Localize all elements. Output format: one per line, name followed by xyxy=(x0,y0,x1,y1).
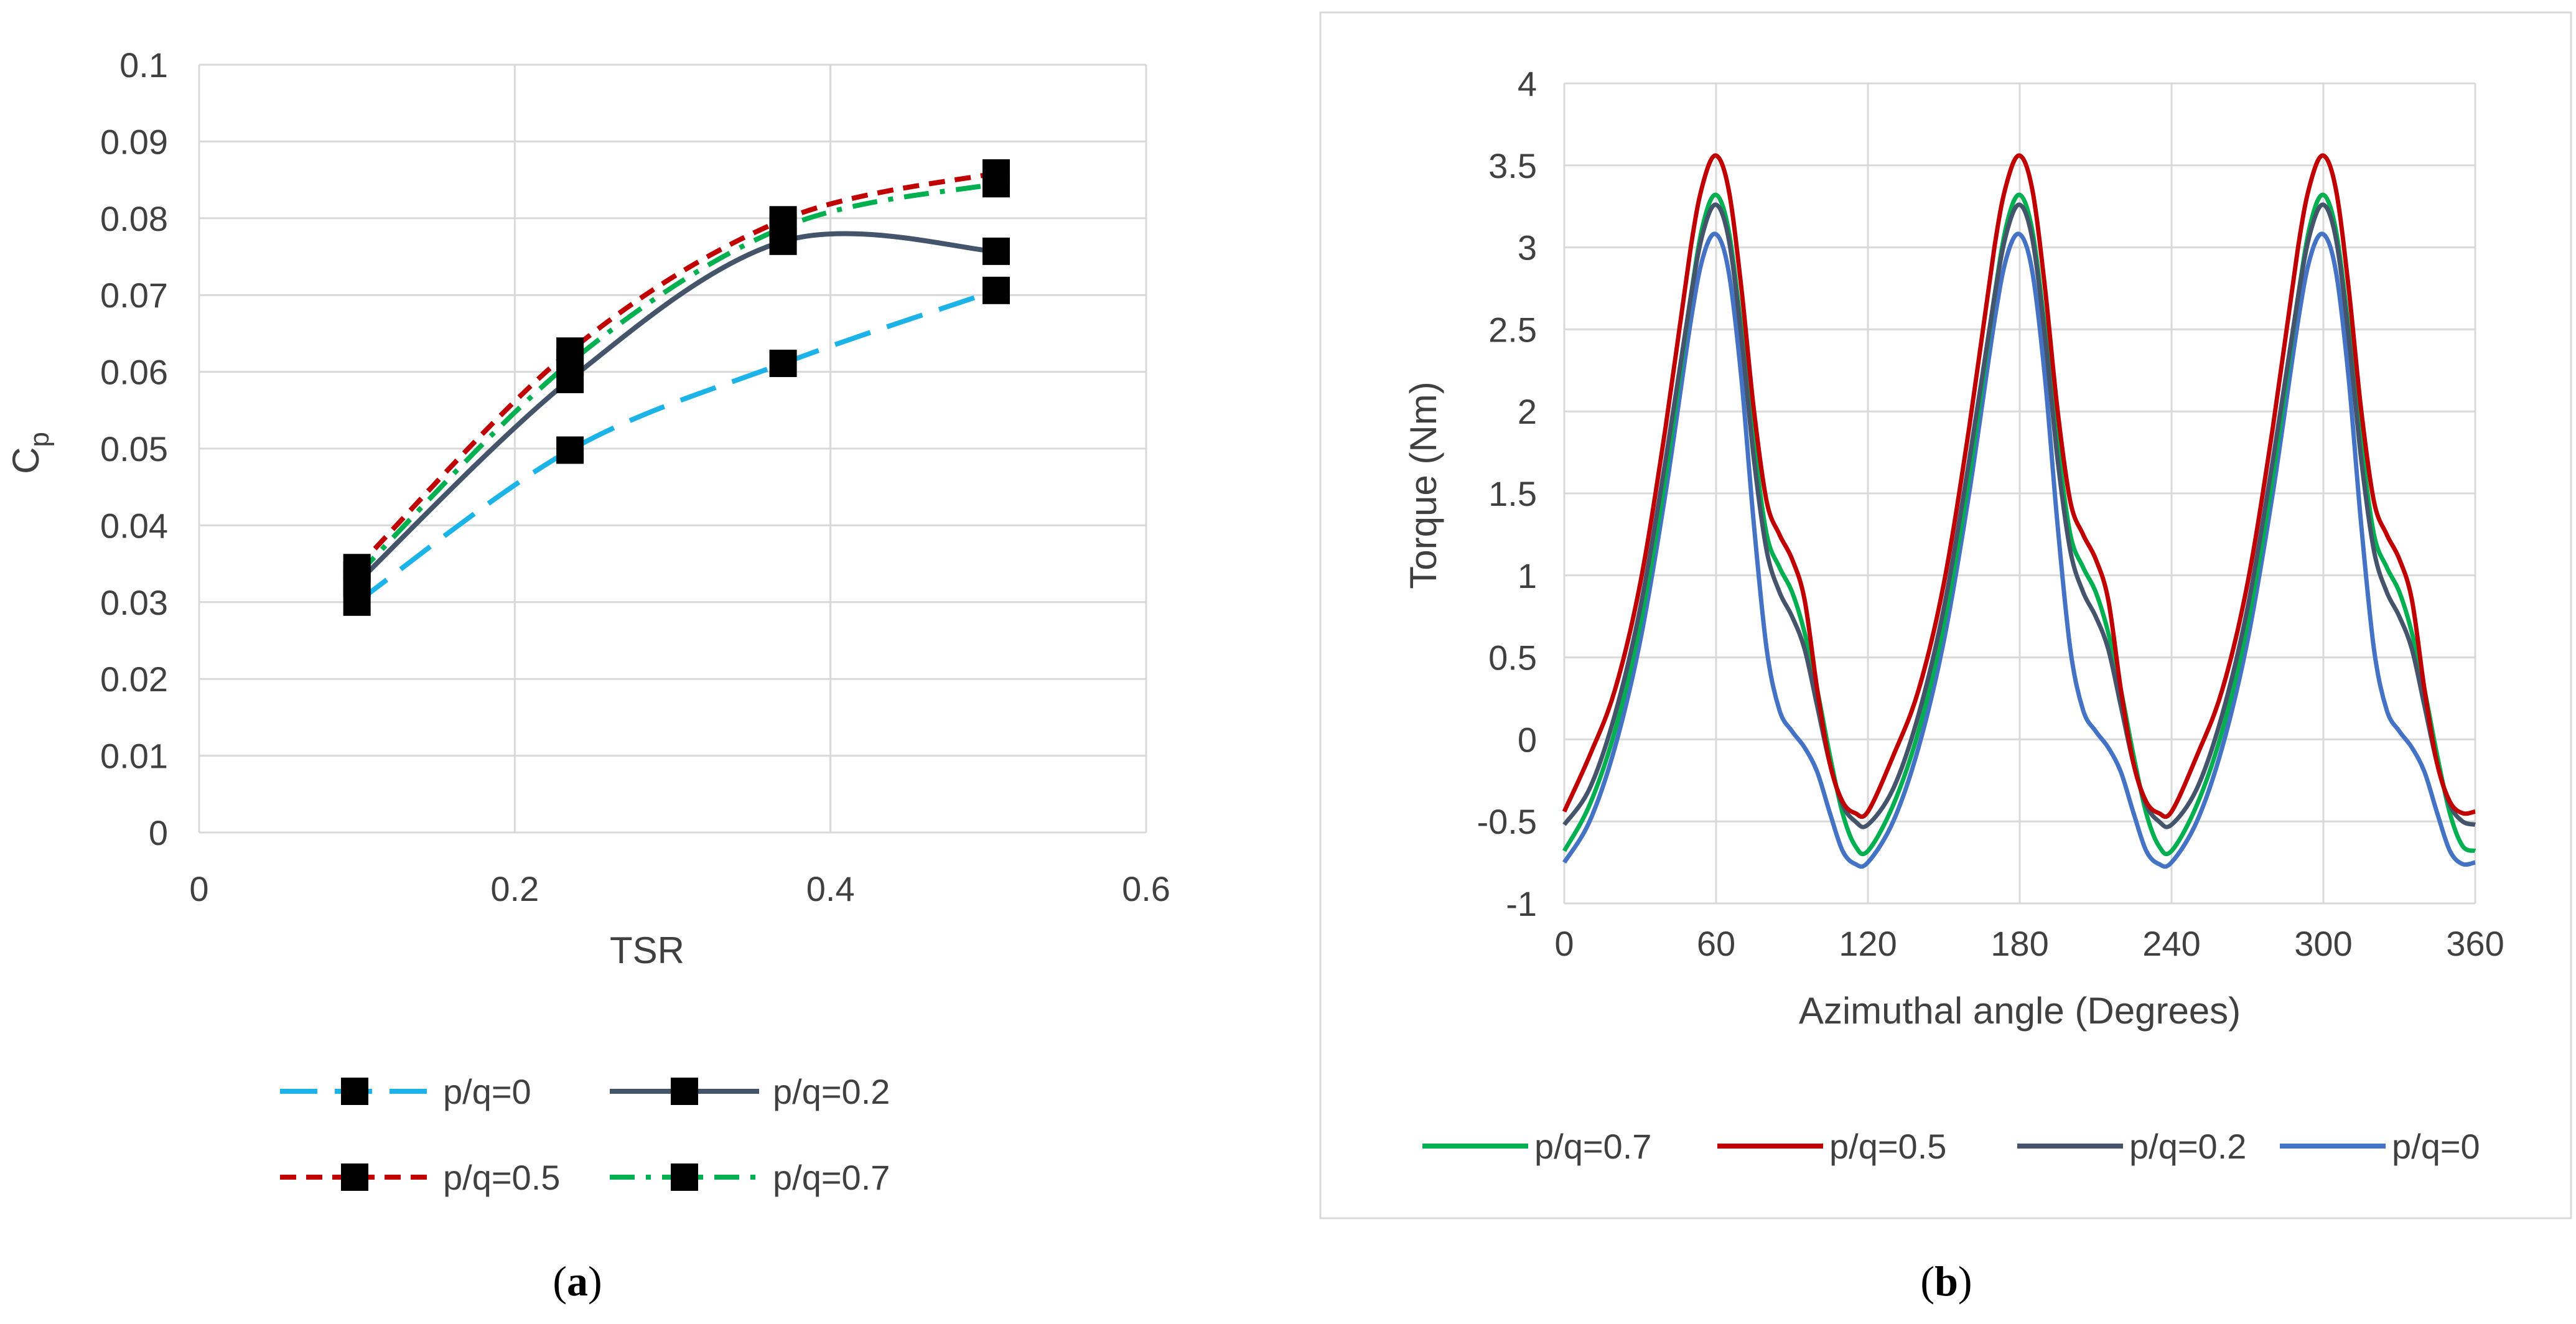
chart-a-ytick: 0 xyxy=(149,813,168,852)
chart-a-caption-open: ( xyxy=(553,1257,567,1305)
chart-b-xtick: 120 xyxy=(1839,924,1897,963)
chart-b-caption: (b) xyxy=(1920,1257,1972,1305)
chart-a-ylabel-main: C xyxy=(5,447,47,474)
chart-a-legend-marker xyxy=(671,1163,698,1191)
chart-a-series-line-2 xyxy=(355,170,997,570)
chart-a-tick-labels: 0 0.01 0.02 0.03 0.04 0.05 0.06 0.07 0.08 0.09 0.1… xyxy=(100,45,1170,908)
chart-b-ytick: 0 xyxy=(1518,720,1537,759)
chart-a-caption: (a) xyxy=(553,1257,602,1305)
chart-a-marker xyxy=(982,159,1010,187)
chart-a-marker xyxy=(769,350,797,378)
chart-b-xtick: 180 xyxy=(1990,924,2048,963)
chart-a-legend-label-0: p/q=0 xyxy=(443,1072,531,1111)
chart-b-series-line-2 xyxy=(1562,202,2476,829)
chart-b-xtick: 0 xyxy=(1554,924,1574,963)
chart-b-xlabel: Azimuthal angle (Degrees) xyxy=(1799,990,2241,1032)
chart-b-xtick: 360 xyxy=(2446,924,2504,963)
chart-b-legend-label-0: p/q=0.7 xyxy=(1534,1127,1651,1166)
chart-a-ytick: 0.05 xyxy=(100,429,168,469)
chart-a-legend: p/q=0 p/q=0.2 p/q=0.5 p/q=0.7 xyxy=(280,1072,890,1197)
chart-a-marker xyxy=(982,276,1010,304)
chart-a-ytick: 0.04 xyxy=(100,506,168,545)
chart-a-legend-marker xyxy=(341,1163,368,1191)
chart-a: 0 0.01 0.02 0.03 0.04 0.05 0.06 0.07 0.08 0.09 0.1… xyxy=(5,45,1170,1305)
chart-b-ytick: 4 xyxy=(1518,64,1537,103)
chart-b: -1 -0.5 0 0.5 1 1.5 2 2.5 3 3.5 4 0 60 120 180 240 300 36… xyxy=(1319,11,2572,1305)
chart-a-xlabel: TSR xyxy=(610,930,684,971)
chart-a-series-line-1 xyxy=(355,231,997,585)
chart-a-ytick: 0.01 xyxy=(100,737,168,776)
chart-b-legend-label-2: p/q=0.2 xyxy=(2129,1127,2246,1166)
chart-a-ytick: 0.03 xyxy=(100,583,168,622)
chart-a-marker xyxy=(769,206,797,234)
chart-a-ytick: 0.1 xyxy=(119,45,168,85)
chart-b-ytick: 3 xyxy=(1518,228,1537,268)
chart-a-ytick: 0.08 xyxy=(100,199,168,238)
chart-a-ylabel: Cp xyxy=(5,432,55,474)
chart-b-legend-label-3: p/q=0 xyxy=(2392,1127,2480,1166)
chart-b-gridlines xyxy=(1563,82,2476,905)
chart-a-xtick: 0 xyxy=(189,869,208,908)
chart-b-ytick: 1 xyxy=(1518,556,1537,595)
chart-a-legend-marker xyxy=(341,1078,368,1105)
chart-a-legend-label-1: p/q=0.2 xyxy=(773,1072,890,1111)
chart-b-ytick: -1 xyxy=(1506,884,1537,923)
chart-a-ytick: 0.09 xyxy=(100,122,168,161)
chart-b-ytick: 2.5 xyxy=(1488,310,1537,349)
chart-b-caption-letter: b xyxy=(1934,1257,1958,1305)
chart-a-legend-marker xyxy=(671,1078,698,1105)
chart-a-ylabel-sub: p xyxy=(24,432,55,447)
chart-b-xtick: 300 xyxy=(2294,924,2352,963)
chart-b-ytick: 2 xyxy=(1518,392,1537,431)
chart-a-xtick: 0.6 xyxy=(1122,869,1170,908)
chart-b-xtick: 240 xyxy=(2142,924,2200,963)
chart-a-xtick: 0.2 xyxy=(490,869,539,908)
chart-a-legend-label-2: p/q=0.5 xyxy=(443,1158,560,1197)
chart-a-xtick: 0.4 xyxy=(806,869,855,908)
chart-a-caption-letter: a xyxy=(567,1257,588,1305)
chart-b-caption-close: ) xyxy=(1958,1257,1972,1305)
chart-b-ytick: 3.5 xyxy=(1488,146,1537,185)
chart-a-marker xyxy=(982,237,1010,265)
chart-b-ytick: 0.5 xyxy=(1488,638,1537,678)
chart-a-legend-label-3: p/q=0.7 xyxy=(773,1158,890,1197)
chart-a-ytick: 0.06 xyxy=(100,353,168,392)
chart-a-series-line-0 xyxy=(355,288,997,605)
chart-b-legend-label-1: p/q=0.5 xyxy=(1829,1127,1946,1166)
chart-b-series-line-1 xyxy=(1562,153,2476,819)
chart-a-gridlines xyxy=(198,63,1147,834)
chart-b-frame xyxy=(1319,11,2572,1219)
chart-a-marker xyxy=(343,554,371,582)
chart-b-series xyxy=(1562,153,2476,869)
chart-a-marker xyxy=(556,337,584,365)
chart-a-ytick: 0.07 xyxy=(100,276,168,315)
chart-a-caption-close: ) xyxy=(588,1257,602,1305)
chart-a-series-line-3 xyxy=(355,181,997,577)
chart-b-tick-labels: -1 -0.5 0 0.5 1 1.5 2 2.5 3 3.5 4 0 60 120 180 240 300 36… xyxy=(1477,64,2504,963)
chart-a-series xyxy=(343,159,1010,616)
chart-b-xtick: 60 xyxy=(1697,924,1735,963)
chart-a-ytick: 0.02 xyxy=(100,660,168,699)
chart-b-legend: p/q=0.7 p/q=0.5 p/q=0.2 p/q=0 xyxy=(1422,1127,2480,1166)
chart-b-caption-open: ( xyxy=(1920,1257,1934,1305)
chart-b-ytick: -0.5 xyxy=(1477,802,1538,841)
chart-a-marker xyxy=(556,436,584,464)
chart-b-ytick: 1.5 xyxy=(1488,474,1537,513)
chart-b-ylabel: Torque (Nm) xyxy=(1402,381,1444,589)
chart-b-series-line-3 xyxy=(1562,231,2476,869)
